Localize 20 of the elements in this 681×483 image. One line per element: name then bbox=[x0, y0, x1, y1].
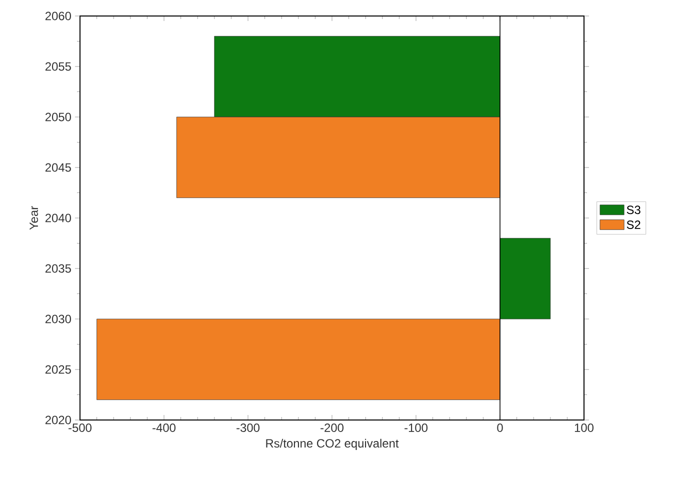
y-tick-label: 2030 bbox=[45, 314, 72, 324]
x-tick-label: -200 bbox=[320, 424, 344, 432]
legend-label: S2 bbox=[626, 220, 640, 229]
y-tick-label: 2040 bbox=[45, 214, 72, 222]
x-tick-label: -100 bbox=[404, 424, 428, 432]
x-axis-title: Rs/tonne CO2 equivalent bbox=[266, 438, 399, 450]
y-tick-label: 2050 bbox=[45, 112, 72, 122]
y-tick-label: 2025 bbox=[45, 365, 71, 374]
legend-label: S3 bbox=[626, 206, 640, 214]
x-tick-label: 0 bbox=[497, 424, 503, 432]
y-tick-label: 2060 bbox=[45, 12, 72, 20]
y-tick-label: 2055 bbox=[45, 62, 71, 71]
y-axis-title: Year bbox=[30, 206, 38, 230]
x-tick-label: -500 bbox=[68, 424, 92, 432]
y-tick-label: 2045 bbox=[45, 163, 71, 172]
x-tick-label: -300 bbox=[236, 424, 260, 432]
x-tick-label: 100 bbox=[574, 424, 594, 432]
y-tick-label: 2020 bbox=[45, 416, 72, 424]
x-tick-label: -400 bbox=[152, 424, 176, 432]
y-tick-label: 2035 bbox=[45, 264, 71, 273]
